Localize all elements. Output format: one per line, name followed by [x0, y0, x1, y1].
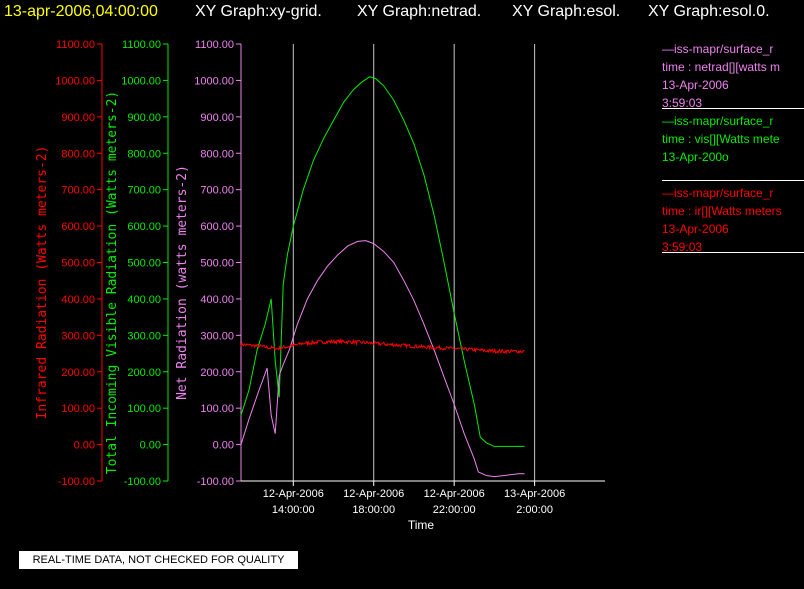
timestamp-title: 13-apr-2006,04:00:00	[4, 3, 158, 20]
infrared-tick-label: 700.00	[61, 185, 95, 197]
net-tick-label: 1000.00	[194, 75, 234, 87]
infrared-series-line	[240, 338, 525, 355]
infrared-tick-label: 800.00	[61, 148, 95, 160]
net-tick-label: 600.00	[200, 221, 234, 233]
visible-tick-label: 700.00	[127, 185, 161, 197]
graph-title-netrad: XY Graph:netrad.	[357, 3, 482, 20]
visible-tick-label: 1000.00	[121, 75, 161, 87]
visible-tick-label: -100.00	[124, 476, 161, 488]
legend-line: —iss-mapr/surface_r	[662, 114, 774, 128]
legend-line: 13-Apr-2006	[662, 222, 729, 236]
x-axis-label: Time	[408, 518, 435, 532]
visible-series-line	[240, 76, 525, 447]
graph-title-esol: XY Graph:esol.	[512, 3, 621, 20]
visible-tick-label: 100.00	[127, 403, 161, 415]
legend-line: time : ir[][Watts meters	[662, 204, 782, 218]
graph-title-xy-grid: XY Graph:xy-grid.	[195, 3, 322, 20]
net-tick-label: -100.00	[197, 476, 234, 488]
x-tick-label-date: 13-Apr-2006	[504, 488, 565, 500]
infrared-tick-label: 500.00	[61, 258, 95, 270]
visible-tick-label: 800.00	[127, 148, 161, 160]
legend-divider	[662, 252, 804, 253]
infrared-tick-label: 0.00	[74, 440, 95, 452]
legend-divider	[662, 180, 804, 181]
net-tick-label: 800.00	[200, 148, 234, 160]
x-tick-label-time: 22:00:00	[433, 504, 476, 516]
net-tick-label: 300.00	[200, 330, 234, 342]
visible-tick-label: 1100.00	[122, 39, 161, 51]
legend-line: —iss-mapr/surface_r	[662, 42, 774, 56]
legend-line: —iss-mapr/surface_r	[662, 186, 774, 200]
visible-tick-label: 300.00	[127, 330, 161, 342]
infrared-tick-label: 100.00	[61, 403, 95, 415]
net-tick-label: 1100.00	[195, 39, 234, 51]
infrared-tick-label: 200.00	[61, 367, 95, 379]
visible-tick-label: 600.00	[127, 221, 161, 233]
legend-line: time : vis[][Watts mete	[662, 132, 780, 146]
visible-axis-label: Total Incoming Visible Radiation (Watts …	[105, 91, 120, 475]
x-tick-label-time: 14:00:00	[272, 504, 315, 516]
legend-divider	[662, 108, 804, 109]
x-tick-label-time: 2:00:00	[516, 504, 553, 516]
net-tick-label: 900.00	[200, 112, 234, 124]
legend-line: 13-Apr-2006	[662, 78, 729, 92]
graph-title-esol-0: XY Graph:esol.0.	[648, 3, 770, 20]
legend-line: 3:59:03	[662, 96, 703, 110]
x-tick-label-date: 12-Apr-2006	[343, 488, 404, 500]
visible-tick-label: 200.00	[127, 367, 161, 379]
x-tick-label-date: 12-Apr-2006	[263, 488, 324, 500]
x-tick-label-date: 12-Apr-2006	[424, 488, 485, 500]
infrared-tick-label: 600.00	[61, 221, 95, 233]
net-tick-label: 200.00	[200, 367, 234, 379]
infrared-tick-label: 400.00	[61, 294, 95, 306]
legend-line: time : netrad[][watts m	[662, 60, 781, 74]
infrared-tick-label: 900.00	[61, 112, 95, 124]
infrared-axis-label: Infrared Radiation (Watts meters-2)	[35, 146, 50, 420]
net-tick-label: 0.00	[213, 440, 234, 452]
legend-line: 3:59:03	[662, 240, 703, 254]
net-tick-label: 400.00	[200, 294, 234, 306]
visible-tick-label: 0.00	[140, 440, 161, 452]
quality-note: REAL-TIME DATA, NOT CHECKED FOR QUALITY	[19, 551, 298, 569]
infrared-tick-label: -100.00	[58, 476, 95, 488]
title-bar: 13-apr-2006,04:00:00 XY Graph:xy-grid. X…	[0, 0, 804, 28]
net-axis-label: Net Radiation (watts meters-2)	[175, 165, 190, 400]
visible-tick-label: 500.00	[127, 258, 161, 270]
x-tick-label-time: 18:00:00	[352, 504, 395, 516]
legend-line: 13-Apr-200o	[662, 150, 729, 164]
infrared-tick-label: 1100.00	[56, 39, 95, 51]
net-tick-label: 100.00	[200, 403, 234, 415]
net-series-line	[240, 240, 525, 478]
net-tick-label: 500.00	[200, 258, 234, 270]
net-tick-label: 700.00	[200, 185, 234, 197]
visible-tick-label: 900.00	[127, 112, 161, 124]
infrared-tick-label: 1000.00	[55, 75, 95, 87]
visible-tick-label: 400.00	[127, 294, 161, 306]
infrared-tick-label: 300.00	[61, 330, 95, 342]
